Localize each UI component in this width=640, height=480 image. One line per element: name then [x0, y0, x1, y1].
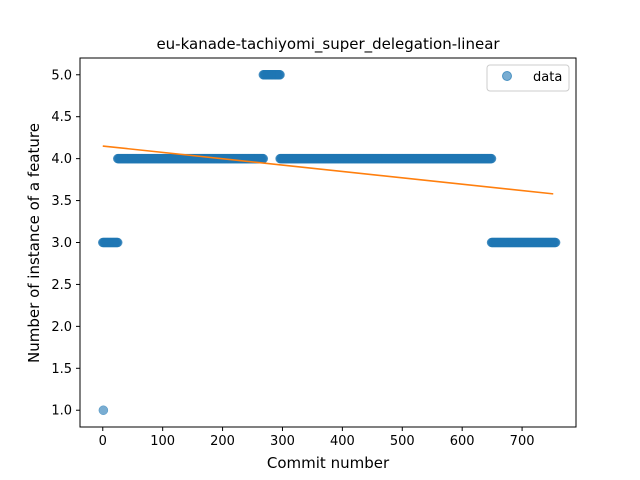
- x-tick-label: 300: [270, 434, 295, 449]
- y-tick-label: 3.5: [51, 194, 72, 209]
- y-tick-label: 2.5: [51, 278, 72, 293]
- x-tick-label: 600: [450, 434, 475, 449]
- y-tick-label: 3.0: [51, 236, 72, 251]
- x-axis-ticks: 0 100 200 300 400 500 600 700: [99, 427, 535, 449]
- y-axis-label: Number of instance of a feature: [25, 123, 43, 363]
- y-tick-label: 2.0: [51, 320, 72, 335]
- y-tick-label: 4.5: [51, 110, 72, 125]
- x-tick-label: 500: [390, 434, 415, 449]
- x-tick-label: 200: [210, 434, 235, 449]
- trend-line: [102, 145, 554, 195]
- data-point: [98, 405, 109, 415]
- x-tick-label: 0: [99, 434, 107, 449]
- data-point: [275, 70, 285, 80]
- x-tick-label: 100: [150, 434, 175, 449]
- y-tick-label: 1.5: [51, 362, 72, 377]
- plot-frame: [79, 57, 577, 428]
- y-tick-label: 1.0: [51, 404, 72, 419]
- data-point: [486, 153, 497, 164]
- y-tick-label: 4.0: [51, 152, 72, 167]
- legend-label-data: data: [533, 70, 562, 85]
- legend-marker: [502, 71, 512, 81]
- legend: data: [486, 64, 570, 92]
- y-tick-label: 5.0: [51, 68, 72, 83]
- chart-title: eu-kanade-tachiyomi_super_delegation-lin…: [156, 35, 500, 54]
- data-point: [258, 153, 269, 164]
- x-tick-label: 700: [510, 434, 535, 449]
- data-point: [112, 237, 123, 248]
- x-axis-label: Commit number: [267, 454, 390, 472]
- marks-layer: [98, 70, 561, 415]
- y-axis-ticks: 1.0 1.5 2.0 2.5 3.0 3.5 4.0 4.5 5.0: [51, 68, 80, 419]
- x-tick-label: 400: [330, 434, 355, 449]
- data-point: [550, 237, 561, 248]
